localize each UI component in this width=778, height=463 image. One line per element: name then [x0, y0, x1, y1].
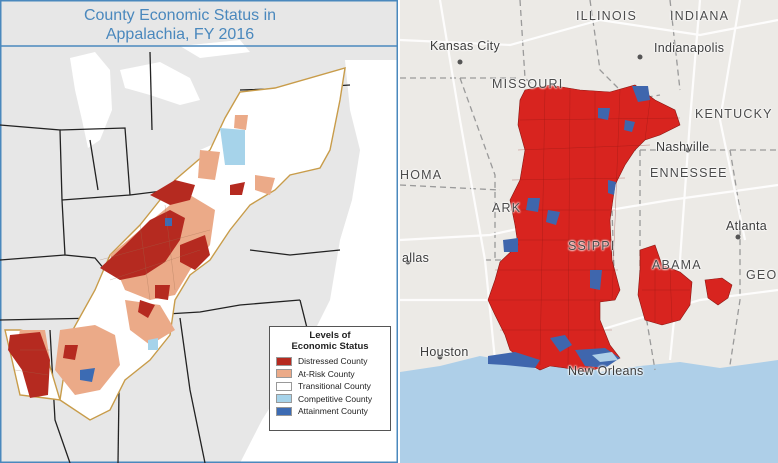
state-label-georgia: GEO	[746, 268, 778, 282]
state-label-missouri: MISSOURI	[492, 77, 564, 91]
legend-label-distressed: Distressed County	[298, 356, 368, 367]
legend-label-attainment: Attainment County	[298, 406, 368, 417]
city-label-new-orleans: New Orleans	[568, 364, 644, 378]
delta-region-map-graphic	[400, 0, 778, 463]
city-label-indianapolis: Indianapolis	[654, 41, 725, 55]
map-title-line-1: County Economic Status in	[83, 7, 277, 24]
legend-title: Levels of Economic Status	[276, 330, 384, 352]
state-label-illinois: ILLINOIS	[576, 9, 638, 23]
legend-item-attainment: Attainment County	[276, 405, 384, 418]
legend-item-distressed: Distressed County	[276, 355, 384, 368]
legend-swatch-transitional	[276, 381, 292, 391]
state-label-indiana: INDIANA	[670, 9, 730, 23]
city-label-atlanta: Atlanta	[726, 219, 768, 233]
legend-swatch-at-risk	[276, 369, 292, 379]
legend-item-at-risk: At-Risk County	[276, 368, 384, 381]
map-title-line-2: Appalachia, FY 2016	[105, 26, 255, 43]
state-label-kentucky: KENTUCKY	[695, 107, 773, 121]
legend-label-transitional: Transitional County	[298, 381, 371, 392]
state-label-oklahoma: HOMA	[400, 168, 443, 182]
state-label-arkansas: ARK	[492, 201, 522, 215]
legend-item-transitional: Transitional County	[276, 380, 384, 393]
legend-swatch-distressed	[276, 356, 292, 366]
panel-divider	[398, 0, 400, 463]
city-label-kansas-city: Kansas City	[430, 39, 500, 53]
legend-label-competitive: Competitive County	[298, 393, 373, 404]
state-label-alabama: ABAMA	[652, 258, 702, 272]
appalachia-map-panel: County Economic Status in Appalachia, FY…	[0, 0, 398, 463]
city-label-nashville: Nashville	[656, 140, 710, 154]
city-label-dallas: allas	[402, 251, 430, 265]
legend-swatch-attainment	[276, 406, 292, 416]
city-label-houston: Houston	[420, 345, 469, 359]
delta-region-map-panel: ILLINOIS INDIANA MISSOURI KENTUCKY ENNES…	[400, 0, 778, 463]
state-label-mississippi: SSIPPI	[568, 239, 616, 253]
economic-status-legend: Levels of Economic Status Distressed Cou…	[269, 326, 391, 431]
state-label-tennessee: ENNESSEE	[650, 166, 728, 180]
legend-swatch-competitive	[276, 394, 292, 404]
legend-title-line-2: Economic Status	[291, 341, 369, 352]
legend-item-competitive: Competitive County	[276, 393, 384, 406]
map-title: County Economic Status in Appalachia, FY…	[0, 6, 360, 44]
legend-label-at-risk: At-Risk County	[298, 368, 355, 379]
legend-title-line-1: Levels of	[309, 330, 351, 341]
